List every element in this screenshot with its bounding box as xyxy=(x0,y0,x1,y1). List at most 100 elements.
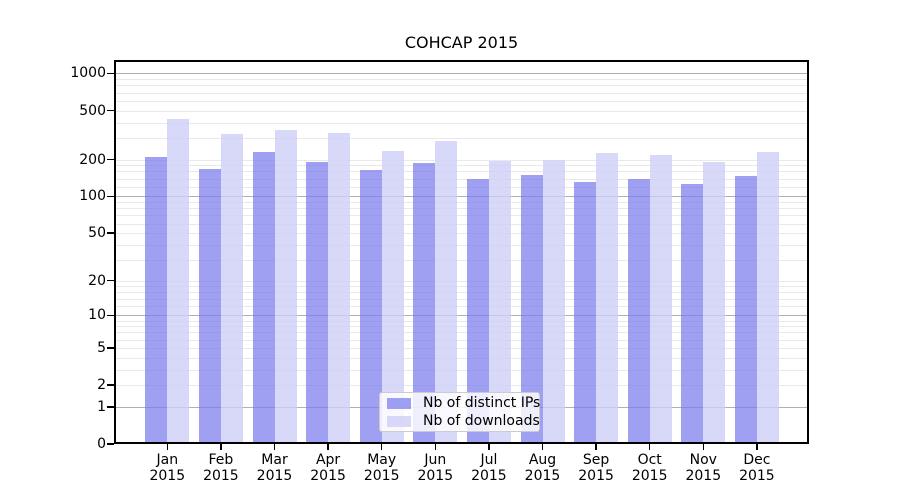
gridline-minor xyxy=(116,326,807,328)
x-tick-label-month: Apr xyxy=(315,452,341,468)
x-tick-mark xyxy=(220,444,222,450)
x-tick-label-month: Oct xyxy=(637,452,662,468)
gridline-minor xyxy=(116,385,807,387)
x-tick-label-year: 2015 xyxy=(417,468,454,484)
x-tick-label-month: Jul xyxy=(480,452,498,468)
y-tick-label: 50 xyxy=(88,225,106,242)
y-tick-mark xyxy=(107,347,114,349)
gridline-major xyxy=(116,196,807,198)
y-tick-mark xyxy=(107,109,114,112)
y-tick-label: 5 xyxy=(97,339,106,356)
gridline-minor xyxy=(116,347,807,349)
gridline-minor xyxy=(116,165,807,167)
x-tick-mark xyxy=(434,444,437,450)
x-tick-mark xyxy=(756,444,758,450)
legend-item-distinct-ips: Nb of distinct IPs xyxy=(387,394,541,412)
gridline-minor xyxy=(116,280,807,282)
gridline-minor xyxy=(116,369,807,371)
legend-label-downloads: Nb of downloads xyxy=(423,413,540,429)
gridline-minor xyxy=(116,202,807,204)
bar-distinct-ips-jul xyxy=(466,178,489,442)
x-tick-label-month: Sep xyxy=(582,452,610,468)
gridline-minor xyxy=(116,298,807,300)
y-tick-mark xyxy=(107,195,114,198)
bar-distinct-ips-feb xyxy=(198,168,221,442)
y-tick-label: 1000 xyxy=(70,65,106,82)
x-tick-label-month: Jan xyxy=(156,452,179,468)
gridline-minor xyxy=(116,339,807,341)
y-tick-label: 100 xyxy=(79,188,106,205)
gridline-minor xyxy=(116,244,807,246)
gridline-major xyxy=(116,73,807,75)
gridline-minor xyxy=(116,292,807,294)
x-tick-label-year: 2015 xyxy=(363,468,400,484)
x-tick-label-year: 2015 xyxy=(310,468,346,484)
plot-area xyxy=(116,62,807,442)
gridline-minor xyxy=(116,306,807,308)
y-tick-mark xyxy=(107,406,114,408)
legend-swatch-distinct-ips xyxy=(387,397,411,409)
y-tick-label: 20 xyxy=(88,272,106,289)
gridline-minor xyxy=(116,85,807,87)
x-tick-mark xyxy=(595,444,597,450)
gridline-minor xyxy=(116,79,807,81)
gridline-minor xyxy=(116,357,807,359)
x-tick-label-year: 2015 xyxy=(739,468,775,484)
gridline-minor xyxy=(116,159,807,161)
gridline-minor xyxy=(116,110,807,112)
gridline-minor xyxy=(116,286,807,288)
y-tick-mark xyxy=(107,279,114,282)
y-tick-mark xyxy=(107,72,114,75)
gridline-minor xyxy=(116,320,807,322)
bar-downloads-mar xyxy=(274,129,297,442)
gridline-minor xyxy=(116,332,807,334)
x-tick-mark xyxy=(380,444,383,450)
y-tick-label: 200 xyxy=(79,151,106,168)
x-tick-label-year: 2015 xyxy=(149,468,186,484)
bar-distinct-ips-apr xyxy=(306,162,329,442)
bar-downloads-oct xyxy=(649,155,672,442)
y-tick-mark xyxy=(107,158,114,161)
bar-downloads-dec xyxy=(756,151,779,442)
bar-distinct-ips-mar xyxy=(252,151,275,442)
y-tick-label: 2 xyxy=(97,377,106,394)
gridline-minor xyxy=(116,100,807,102)
y-tick-mark xyxy=(107,384,114,386)
x-tick-mark xyxy=(166,444,169,450)
x-tick-label-month: Nov xyxy=(689,452,717,468)
x-tick-label-year: 2015 xyxy=(256,468,293,484)
x-tick-label-year: 2015 xyxy=(471,468,507,484)
bar-distinct-ips-sep xyxy=(574,182,597,442)
chart-title: COHCAP 2015 xyxy=(404,33,519,52)
x-tick-label-year: 2015 xyxy=(203,468,239,484)
legend: Nb of distinct IPs Nb of downloads xyxy=(379,392,540,432)
gridline-minor xyxy=(116,259,807,261)
bar-downloads-nov xyxy=(703,162,726,442)
legend-label-distinct-ips: Nb of distinct IPs xyxy=(423,395,541,411)
y-tick-label: 500 xyxy=(79,102,106,119)
x-tick-label-month: Dec xyxy=(743,452,771,468)
bar-downloads-apr xyxy=(328,132,351,442)
x-tick-label-month: Jun xyxy=(424,452,447,468)
legend-swatch-downloads xyxy=(387,415,411,427)
bar-downloads-jun xyxy=(435,140,458,442)
x-tick-mark xyxy=(327,444,329,450)
gridline-major xyxy=(116,315,807,317)
gridline-minor xyxy=(116,186,807,188)
bar-downloads-aug xyxy=(542,159,565,442)
x-tick-mark xyxy=(702,444,705,450)
gridline-minor xyxy=(116,208,807,210)
x-tick-label-year: 2015 xyxy=(578,468,614,484)
x-tick-label-year: 2015 xyxy=(524,468,561,484)
bar-distinct-ips-oct xyxy=(627,178,650,442)
gridline-minor xyxy=(116,171,807,173)
x-tick-label-month: Feb xyxy=(208,452,234,468)
y-tick-label: 1 xyxy=(97,398,106,415)
legend-item-downloads: Nb of downloads xyxy=(387,412,540,430)
gridline-minor xyxy=(116,233,807,235)
y-tick-label: 0 xyxy=(97,436,106,452)
x-tick-mark xyxy=(488,444,490,450)
bar-distinct-ips-may xyxy=(359,169,382,442)
gridline-minor xyxy=(116,137,807,139)
